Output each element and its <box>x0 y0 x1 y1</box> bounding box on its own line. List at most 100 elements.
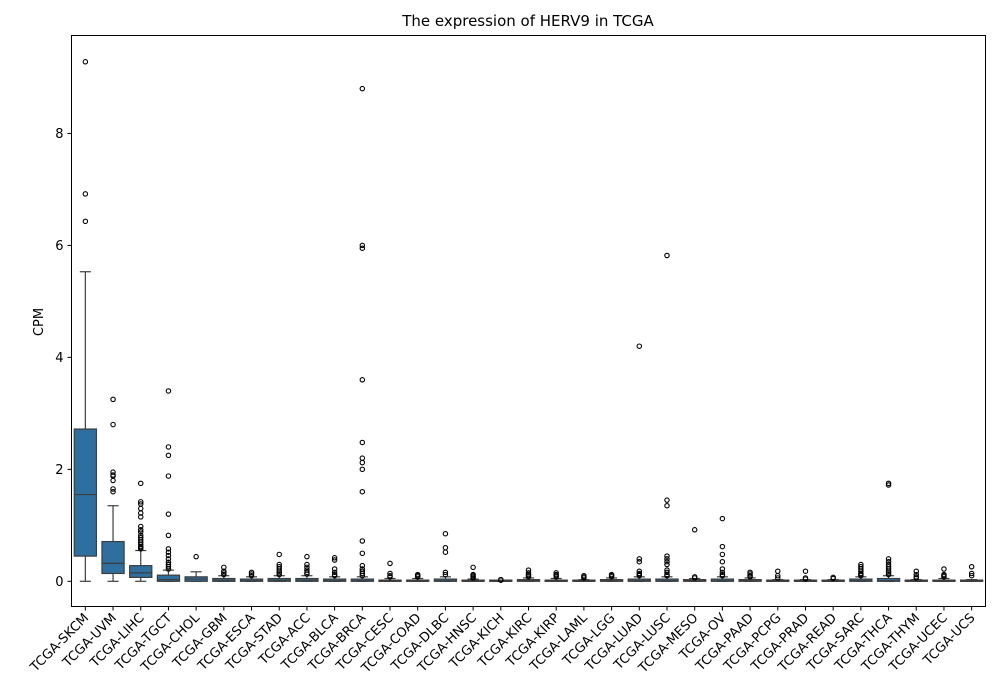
outlier-point <box>165 388 172 394</box>
outlier-point <box>276 570 282 576</box>
outlier-point <box>941 574 947 580</box>
outlier-point <box>691 575 698 581</box>
box-tcga-sarc <box>849 561 873 582</box>
outlier-point <box>221 571 227 578</box>
outlier-point <box>137 546 144 552</box>
outlier-point <box>304 569 310 576</box>
x-axis: TCGA-SKCMTCGA-UVMTCGA-LIHCTCGA-TGCTTCGA-… <box>27 606 978 677</box>
box-tcga-prad <box>793 568 818 582</box>
outlier-point <box>470 564 476 571</box>
outlier-point <box>359 455 366 461</box>
outlier-point <box>331 555 338 561</box>
outlier-point <box>248 569 255 576</box>
y-tick-label: 2 <box>55 463 63 478</box>
outlier-point <box>664 502 670 509</box>
outlier-point <box>137 505 144 512</box>
boxes-layer <box>73 59 984 583</box>
box-tcga-hnsc <box>461 564 485 582</box>
outlier-point <box>913 575 920 581</box>
box-tcga-tgct <box>156 388 181 582</box>
outlier-point <box>359 570 366 577</box>
box-iqr <box>156 574 181 582</box>
outlier-point <box>165 564 172 570</box>
outlier-point <box>636 558 643 565</box>
box-tcga-esca <box>239 569 264 582</box>
box-tcga-brca <box>350 85 374 582</box>
outlier-point <box>498 577 504 583</box>
outlier-point <box>830 575 836 582</box>
outlier-point <box>276 568 282 574</box>
outlier-point <box>165 566 172 572</box>
outlier-point <box>137 529 144 535</box>
outlier-point <box>193 553 199 560</box>
outlier-point <box>525 574 532 580</box>
box-tcga-uvm <box>101 396 125 582</box>
box-tcga-cesc <box>378 560 402 582</box>
outlier-point <box>664 561 670 568</box>
outlier-point <box>304 571 310 577</box>
box-tcga-pcpg <box>766 568 790 582</box>
box-tcga-skcm <box>73 59 98 582</box>
outlier-point <box>221 570 227 576</box>
outlier-point <box>165 546 172 552</box>
outlier-point <box>331 557 338 563</box>
outlier-point <box>719 558 726 565</box>
y-axis-label: CPM <box>32 308 47 336</box>
outlier-point <box>442 530 449 537</box>
outlier-point <box>387 574 393 580</box>
outlier-point <box>387 560 393 567</box>
outlier-point <box>276 551 282 558</box>
outlier-point <box>719 569 726 576</box>
outlier-point <box>359 538 366 544</box>
outlier-point <box>165 552 172 559</box>
box-iqr <box>101 540 125 575</box>
outlier-point <box>331 566 338 572</box>
outlier-point <box>802 576 809 582</box>
box-tcga-kich <box>489 576 513 583</box>
outlier-point <box>248 571 255 577</box>
outlier-point <box>470 575 476 581</box>
outlier-point <box>248 572 255 579</box>
outlier-point <box>442 569 449 576</box>
outlier-point <box>359 459 366 466</box>
outlier-point <box>359 550 366 557</box>
outlier-point <box>442 571 449 578</box>
box-iqr <box>129 565 153 578</box>
box-tcga-acc <box>295 553 319 582</box>
outlier-point <box>414 574 421 580</box>
outlier-point <box>304 564 310 571</box>
outlier-point <box>636 572 643 579</box>
y-tick-label: 8 <box>55 127 63 142</box>
outlier-point <box>304 553 310 560</box>
box-tcga-kirp <box>544 570 568 582</box>
box-tcga-ucec <box>932 566 956 582</box>
outlier-point <box>719 551 726 558</box>
outlier-point <box>165 444 172 450</box>
outlier-point <box>913 571 920 578</box>
outlier-point <box>636 343 643 349</box>
outlier-point <box>941 566 947 572</box>
outlier-point <box>359 377 366 383</box>
outlier-point <box>885 556 892 562</box>
outlier-point <box>442 549 449 555</box>
outlier-point <box>165 511 172 517</box>
outlier-point <box>82 218 89 225</box>
outlier-point <box>664 553 670 559</box>
outlier-point <box>137 523 144 530</box>
outlier-point <box>110 488 116 495</box>
outlier-point <box>221 568 227 574</box>
box-tcga-dlbc <box>433 530 458 582</box>
outlier-point <box>110 421 116 428</box>
plot-area-frame <box>71 35 986 607</box>
box-tcga-meso <box>683 527 707 582</box>
outlier-point <box>359 488 366 495</box>
outlier-point <box>359 466 366 473</box>
outlier-point <box>719 566 726 572</box>
outlier-point <box>719 572 726 579</box>
outlier-point <box>165 473 172 479</box>
outlier-point <box>137 499 144 505</box>
outlier-point <box>968 570 975 577</box>
outlier-point <box>802 568 809 574</box>
outlier-point <box>110 486 116 492</box>
